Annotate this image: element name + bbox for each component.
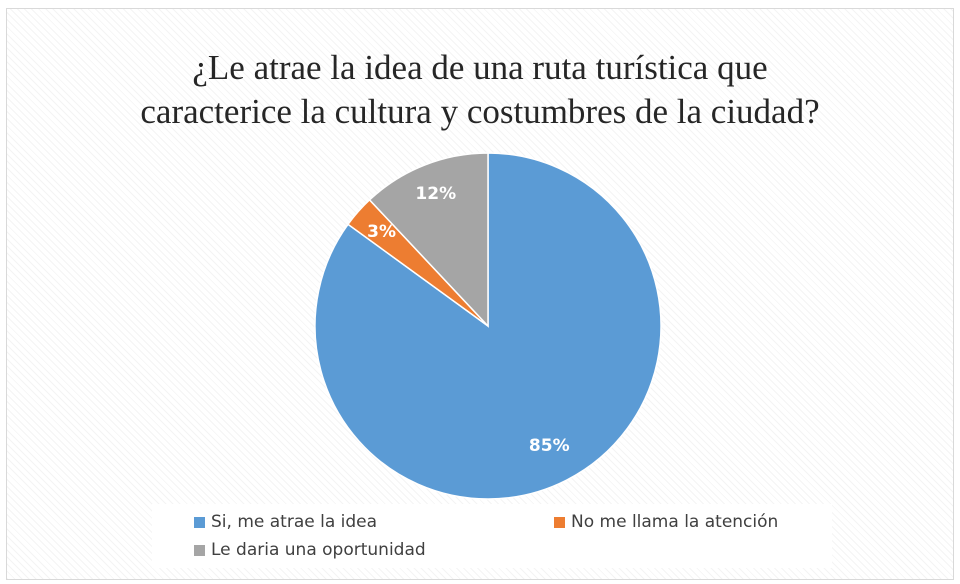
legend-item-oportunidad: Le daria una oportunidad [194,540,426,560]
pie-slice-oportunidad [368,152,489,328]
legend-item-si: Si, me atrae la idea [194,512,377,532]
legend-swatch-oportunidad [194,544,205,556]
legend-label-no: No me llama la atención [571,512,779,532]
data-label-no: 3% [367,222,396,242]
data-label-si: 85% [529,436,570,456]
chart-title-line-2: caracterice la cultura y costumbres de l… [140,92,820,131]
chart-title: ¿Le atrae la idea de una ruta turística … [0,46,960,134]
legend: Si, me atrae la idea No me llama la aten… [152,504,832,568]
legend-label-oportunidad: Le daria una oportunidad [211,540,426,560]
legend-swatch-no [554,516,565,528]
legend-label-si: Si, me atrae la idea [211,512,378,532]
legend-item-no: No me llama la atención [554,512,778,532]
data-label-oportunidad: 12% [415,184,456,204]
legend-swatch-si [194,516,205,528]
chart-title-line-1: ¿Le atrae la idea de una ruta turística … [192,48,768,87]
